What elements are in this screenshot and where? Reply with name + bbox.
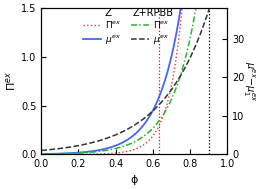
Y-axis label: $\Pi^{ex}$: $\Pi^{ex}$: [4, 71, 18, 91]
X-axis label: ϕ: ϕ: [130, 175, 138, 185]
Text: Z: Z: [105, 8, 112, 18]
Legend: $\Pi^{ex}$, $\mu^{ex}$: $\Pi^{ex}$, $\mu^{ex}$: [131, 19, 169, 46]
Text: Z+RPBB: Z+RPBB: [132, 8, 173, 18]
Y-axis label: $\mu^{ex}{-}\mu^{ex}_1$: $\mu^{ex}{-}\mu^{ex}_1$: [241, 61, 257, 101]
